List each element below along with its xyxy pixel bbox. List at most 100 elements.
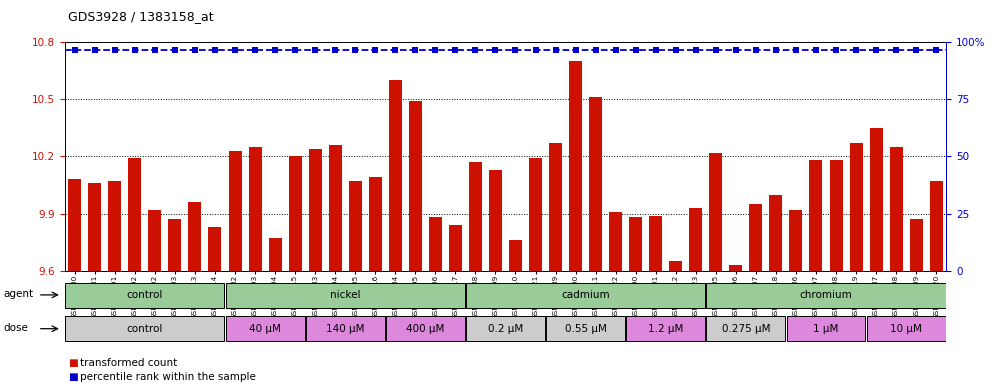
Bar: [709, 153, 722, 271]
Text: transformed count: transformed count: [80, 358, 177, 368]
Point: [728, 47, 744, 53]
Bar: [546, 316, 625, 341]
Bar: [369, 177, 381, 271]
Bar: [830, 160, 843, 271]
Bar: [69, 179, 82, 271]
Bar: [349, 181, 362, 271]
Point: [247, 47, 263, 53]
Text: 0.2 μM: 0.2 μM: [488, 324, 523, 334]
Bar: [249, 147, 262, 271]
Point: [287, 47, 303, 53]
Bar: [529, 158, 542, 271]
Text: ■: ■: [68, 358, 78, 368]
Text: chromium: chromium: [800, 290, 853, 300]
Bar: [769, 195, 783, 271]
Point: [307, 47, 323, 53]
Bar: [89, 183, 102, 271]
Bar: [867, 316, 945, 341]
Bar: [706, 316, 785, 341]
Bar: [489, 170, 502, 271]
Point: [467, 47, 483, 53]
Point: [207, 47, 223, 53]
Point: [187, 47, 203, 53]
Bar: [226, 283, 465, 308]
Text: cadmium: cadmium: [562, 290, 610, 300]
Text: 40 μM: 40 μM: [249, 324, 281, 334]
Bar: [790, 210, 803, 271]
Point: [928, 47, 944, 53]
Point: [447, 47, 463, 53]
Bar: [787, 316, 866, 341]
Bar: [749, 204, 762, 271]
Point: [267, 47, 283, 53]
Bar: [850, 143, 863, 271]
Bar: [589, 98, 603, 271]
Bar: [289, 157, 302, 271]
Point: [487, 47, 503, 53]
Point: [888, 47, 904, 53]
Text: GDS3928 / 1383158_at: GDS3928 / 1383158_at: [68, 10, 213, 23]
Bar: [466, 283, 705, 308]
Bar: [626, 316, 705, 341]
Text: dose: dose: [3, 323, 28, 333]
Point: [667, 47, 683, 53]
Bar: [408, 101, 422, 271]
Point: [568, 47, 584, 53]
Text: nickel: nickel: [330, 290, 361, 300]
Bar: [669, 261, 682, 271]
Bar: [168, 219, 181, 271]
Bar: [66, 283, 224, 308]
Bar: [429, 217, 442, 271]
Bar: [388, 80, 401, 271]
Point: [848, 47, 864, 53]
Bar: [226, 316, 305, 341]
Point: [788, 47, 804, 53]
Bar: [549, 143, 562, 271]
Point: [627, 47, 643, 53]
Text: ■: ■: [68, 372, 78, 382]
Bar: [449, 225, 462, 271]
Point: [348, 47, 364, 53]
Text: agent: agent: [3, 289, 33, 299]
Point: [869, 47, 884, 53]
Point: [828, 47, 844, 53]
Text: control: control: [126, 324, 163, 334]
Text: 0.55 μM: 0.55 μM: [565, 324, 607, 334]
Bar: [649, 215, 662, 271]
Bar: [889, 147, 902, 271]
Point: [508, 47, 524, 53]
Bar: [269, 238, 282, 271]
Point: [808, 47, 824, 53]
Text: 140 μM: 140 μM: [326, 324, 365, 334]
Point: [528, 47, 544, 53]
Point: [167, 47, 183, 53]
Point: [708, 47, 724, 53]
Bar: [706, 283, 945, 308]
Bar: [469, 162, 482, 271]
Point: [748, 47, 764, 53]
Bar: [228, 151, 242, 271]
Text: control: control: [126, 290, 163, 300]
Point: [147, 47, 163, 53]
Text: 1 μM: 1 μM: [814, 324, 839, 334]
Bar: [188, 202, 201, 271]
Point: [688, 47, 704, 53]
Point: [407, 47, 423, 53]
Text: 0.275 μM: 0.275 μM: [722, 324, 770, 334]
Bar: [929, 181, 942, 271]
Bar: [870, 128, 882, 271]
Point: [548, 47, 564, 53]
Bar: [729, 265, 742, 271]
Bar: [385, 316, 465, 341]
Bar: [466, 316, 545, 341]
Bar: [148, 210, 161, 271]
Bar: [629, 217, 642, 271]
Bar: [610, 212, 622, 271]
Point: [608, 47, 623, 53]
Point: [328, 47, 344, 53]
Point: [126, 47, 142, 53]
Bar: [208, 227, 221, 271]
Bar: [909, 219, 922, 271]
Bar: [109, 181, 122, 271]
Point: [908, 47, 924, 53]
